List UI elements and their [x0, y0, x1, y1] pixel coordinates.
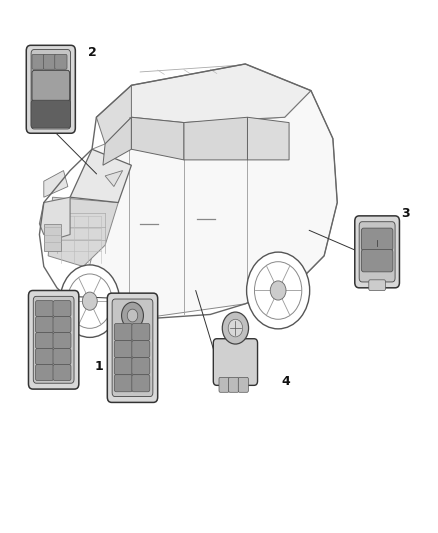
Text: 2: 2 [88, 46, 96, 59]
FancyBboxPatch shape [32, 70, 70, 101]
FancyBboxPatch shape [35, 317, 53, 333]
FancyBboxPatch shape [132, 375, 150, 392]
Polygon shape [39, 197, 70, 240]
FancyBboxPatch shape [238, 377, 248, 392]
FancyBboxPatch shape [114, 375, 132, 392]
FancyBboxPatch shape [35, 333, 53, 349]
Text: 1: 1 [94, 360, 103, 374]
FancyBboxPatch shape [213, 339, 258, 385]
FancyBboxPatch shape [35, 301, 53, 317]
FancyBboxPatch shape [355, 216, 399, 288]
Polygon shape [44, 171, 68, 197]
Polygon shape [103, 117, 131, 165]
FancyBboxPatch shape [53, 349, 71, 365]
Polygon shape [70, 149, 131, 203]
FancyBboxPatch shape [31, 50, 71, 129]
FancyBboxPatch shape [53, 317, 71, 333]
FancyBboxPatch shape [107, 293, 158, 402]
FancyBboxPatch shape [361, 249, 393, 272]
FancyBboxPatch shape [359, 222, 395, 282]
Circle shape [222, 312, 248, 344]
FancyBboxPatch shape [114, 358, 132, 375]
FancyBboxPatch shape [32, 54, 44, 69]
FancyBboxPatch shape [219, 377, 229, 392]
FancyBboxPatch shape [361, 228, 393, 251]
Circle shape [82, 292, 97, 310]
FancyBboxPatch shape [369, 280, 385, 290]
Circle shape [60, 265, 120, 337]
FancyBboxPatch shape [114, 341, 132, 358]
Polygon shape [79, 91, 337, 320]
Text: 4: 4 [281, 375, 290, 389]
FancyBboxPatch shape [35, 349, 53, 365]
FancyBboxPatch shape [33, 296, 74, 383]
FancyBboxPatch shape [229, 377, 239, 392]
Circle shape [127, 309, 138, 322]
Circle shape [228, 319, 243, 337]
Polygon shape [96, 85, 131, 144]
FancyBboxPatch shape [114, 324, 132, 341]
Polygon shape [48, 197, 118, 266]
Polygon shape [184, 117, 247, 160]
Circle shape [247, 252, 310, 329]
FancyBboxPatch shape [53, 301, 71, 317]
FancyBboxPatch shape [28, 290, 79, 389]
Polygon shape [131, 64, 311, 123]
FancyBboxPatch shape [132, 341, 150, 358]
Polygon shape [131, 117, 184, 160]
Polygon shape [105, 171, 123, 187]
FancyBboxPatch shape [35, 365, 53, 381]
FancyBboxPatch shape [53, 365, 71, 381]
FancyBboxPatch shape [43, 54, 56, 69]
FancyBboxPatch shape [26, 45, 75, 133]
FancyBboxPatch shape [132, 358, 150, 375]
FancyBboxPatch shape [132, 324, 150, 341]
FancyBboxPatch shape [112, 299, 153, 397]
Polygon shape [247, 117, 289, 160]
Circle shape [121, 302, 143, 329]
Polygon shape [44, 224, 61, 251]
FancyBboxPatch shape [31, 100, 71, 128]
Text: 3: 3 [401, 207, 410, 221]
Circle shape [270, 281, 286, 300]
FancyBboxPatch shape [53, 333, 71, 349]
FancyBboxPatch shape [55, 54, 67, 69]
